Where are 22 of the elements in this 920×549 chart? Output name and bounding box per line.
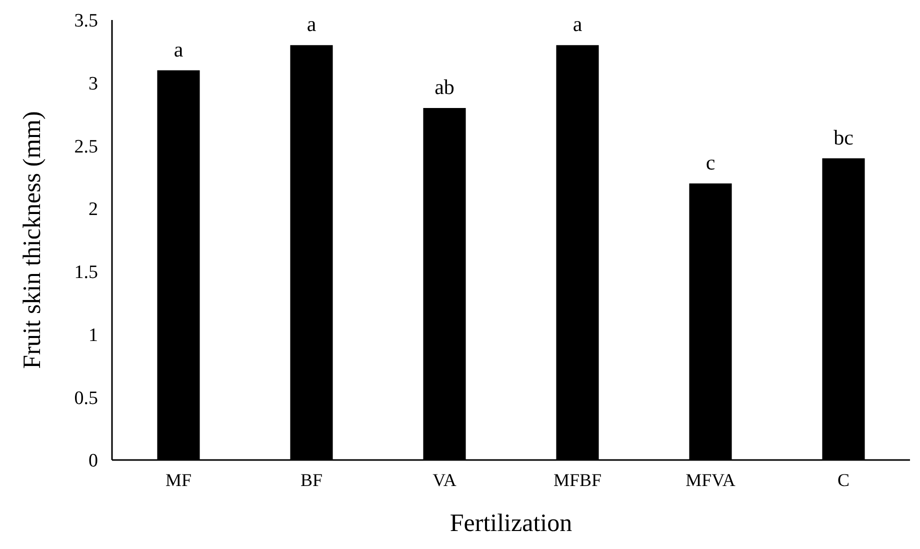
y-tick-label: 1.5 xyxy=(74,262,98,284)
y-tick-label: 3.5 xyxy=(74,10,98,32)
y-tick-label: 2.5 xyxy=(74,136,98,158)
x-tick-label: VA xyxy=(432,470,456,490)
annotation: bc xyxy=(834,125,854,150)
x-tick-label: MFBF xyxy=(553,470,602,490)
annotation: c xyxy=(706,150,716,174)
y-axis-title: Fruit skin thickness (mm) xyxy=(19,111,46,369)
annotation: a xyxy=(174,37,184,62)
annotation: ab xyxy=(434,75,454,99)
x-axis-title: Fertilization xyxy=(450,510,573,537)
x-tick-label: C xyxy=(837,470,850,490)
y-tick-label: 2 xyxy=(88,199,98,220)
annotation: a xyxy=(306,12,317,36)
x-tick-label: BF xyxy=(300,470,323,490)
y-tick-label: 3 xyxy=(88,74,98,95)
x-tick-label: MF xyxy=(165,470,192,490)
y-tick-label: 0.5 xyxy=(74,388,98,409)
y-tick-label: 0 xyxy=(88,450,98,472)
y-tick-label: 1 xyxy=(88,324,98,346)
annotation: a xyxy=(572,12,583,36)
x-tick-label: MFVA xyxy=(686,470,736,490)
